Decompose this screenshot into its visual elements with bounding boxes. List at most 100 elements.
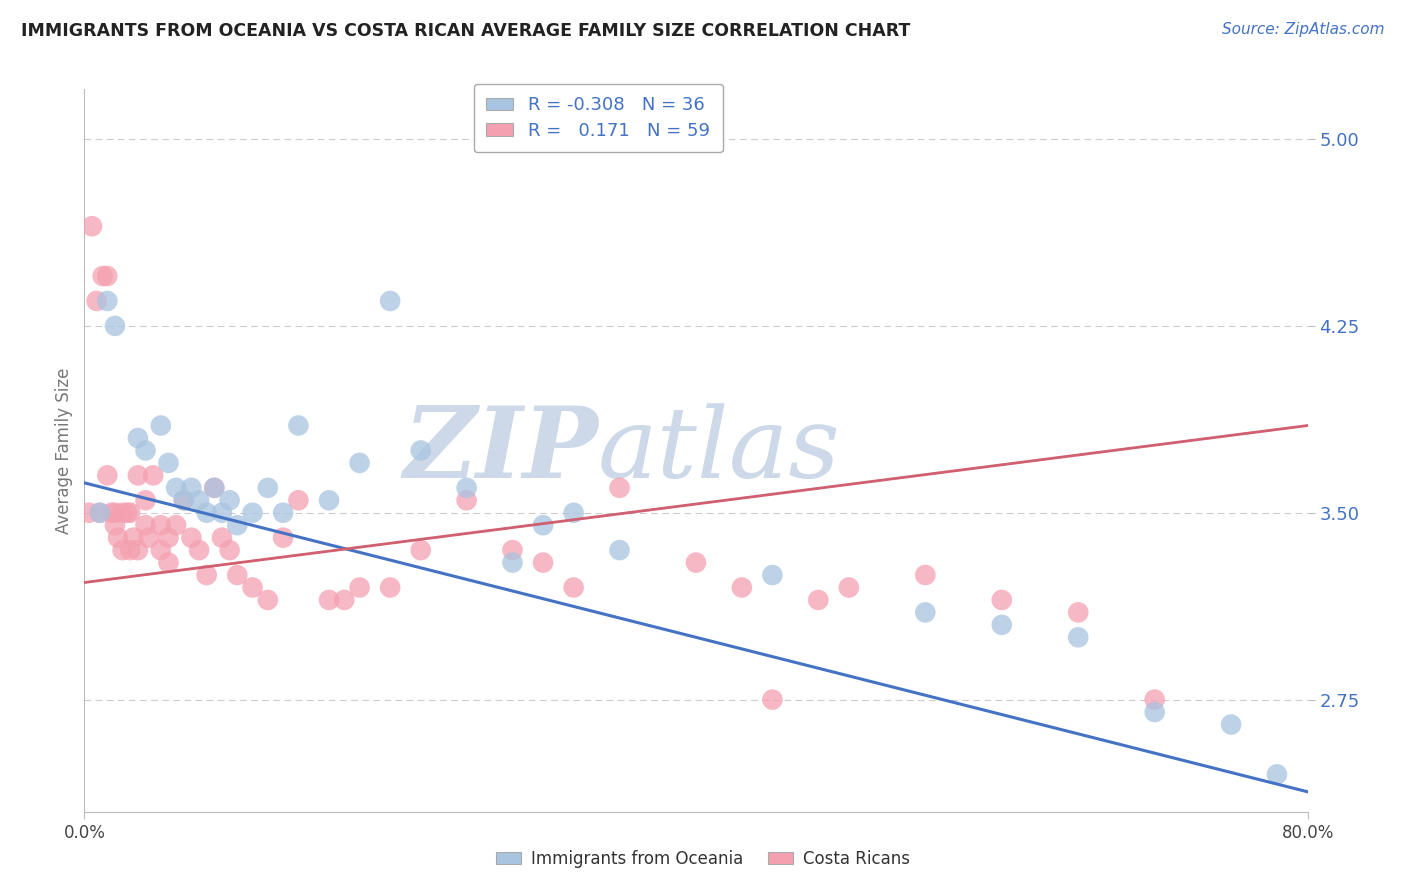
Point	[80, 219, 103, 234]
Point	[188, 543, 211, 558]
Point	[318, 493, 340, 508]
Point	[91, 268, 114, 283]
Point	[96, 468, 118, 483]
Point	[211, 531, 233, 545]
Point	[287, 493, 309, 508]
Point	[135, 518, 157, 533]
Point	[1220, 717, 1243, 731]
Point	[349, 581, 371, 595]
Point	[318, 593, 340, 607]
Point	[157, 531, 180, 545]
Point	[226, 518, 249, 533]
Point	[380, 293, 402, 308]
Point	[149, 418, 172, 433]
Point	[138, 531, 160, 545]
Point	[104, 506, 127, 520]
Point	[991, 618, 1014, 632]
Point	[914, 568, 936, 582]
Point	[135, 443, 157, 458]
Point	[456, 493, 478, 508]
Point	[218, 543, 240, 558]
Point	[89, 506, 111, 520]
Point	[142, 468, 165, 483]
Point	[107, 531, 129, 545]
Point	[135, 493, 157, 508]
Point	[202, 481, 225, 495]
Point	[502, 543, 524, 558]
Text: IMMIGRANTS FROM OCEANIA VS COSTA RICAN AVERAGE FAMILY SIZE CORRELATION CHART: IMMIGRANTS FROM OCEANIA VS COSTA RICAN A…	[21, 22, 911, 40]
Point	[838, 581, 860, 595]
Point	[731, 581, 754, 595]
Point	[287, 418, 309, 433]
Point	[149, 543, 172, 558]
Point	[1067, 630, 1090, 644]
Point	[165, 518, 187, 533]
Point	[380, 581, 402, 595]
Point	[807, 593, 830, 607]
Point	[202, 481, 225, 495]
Point	[96, 268, 118, 283]
Point	[271, 531, 294, 545]
Point	[120, 543, 142, 558]
Point	[349, 456, 371, 470]
Point	[991, 593, 1014, 607]
Point	[127, 543, 149, 558]
Point	[218, 493, 240, 508]
Point	[180, 531, 202, 545]
Point	[685, 556, 707, 570]
Point	[180, 481, 202, 495]
Point	[257, 481, 280, 495]
Point	[609, 543, 631, 558]
Point	[111, 543, 134, 558]
Point	[562, 581, 585, 595]
Point	[77, 506, 100, 520]
Point	[195, 506, 218, 520]
Point	[157, 556, 180, 570]
Point	[914, 606, 936, 620]
Y-axis label: Average Family Size: Average Family Size	[55, 368, 73, 533]
Point	[1143, 705, 1166, 719]
Point	[89, 506, 111, 520]
Point	[1143, 692, 1166, 706]
Text: Source: ZipAtlas.com: Source: ZipAtlas.com	[1222, 22, 1385, 37]
Point	[242, 581, 264, 595]
Point	[333, 593, 356, 607]
Legend: Immigrants from Oceania, Costa Ricans: Immigrants from Oceania, Costa Ricans	[489, 844, 917, 875]
Point	[609, 481, 631, 495]
Point	[115, 506, 138, 520]
Point	[120, 506, 142, 520]
Point	[257, 593, 280, 607]
Point	[1067, 606, 1090, 620]
Point	[242, 506, 264, 520]
Point	[173, 493, 195, 508]
Point	[149, 518, 172, 533]
Point	[111, 506, 134, 520]
Text: atlas: atlas	[598, 403, 841, 498]
Point	[127, 431, 149, 445]
Point	[226, 568, 249, 582]
Point	[1265, 767, 1288, 781]
Point	[173, 493, 195, 508]
Point	[122, 531, 145, 545]
Point	[195, 568, 218, 582]
Point	[127, 468, 149, 483]
Point	[188, 493, 211, 508]
Text: ZIP: ZIP	[404, 402, 598, 499]
Point	[456, 481, 478, 495]
Point	[104, 318, 127, 333]
Point	[157, 456, 180, 470]
Point	[271, 506, 294, 520]
Point	[165, 481, 187, 495]
Point	[409, 443, 432, 458]
Point	[531, 518, 554, 533]
Point	[211, 506, 233, 520]
Legend: R = -0.308   N = 36, R =   0.171   N = 59: R = -0.308 N = 36, R = 0.171 N = 59	[474, 84, 723, 153]
Point	[409, 543, 432, 558]
Point	[531, 556, 554, 570]
Point	[96, 293, 118, 308]
Point	[104, 518, 127, 533]
Point	[101, 506, 124, 520]
Point	[502, 556, 524, 570]
Point	[86, 293, 108, 308]
Point	[562, 506, 585, 520]
